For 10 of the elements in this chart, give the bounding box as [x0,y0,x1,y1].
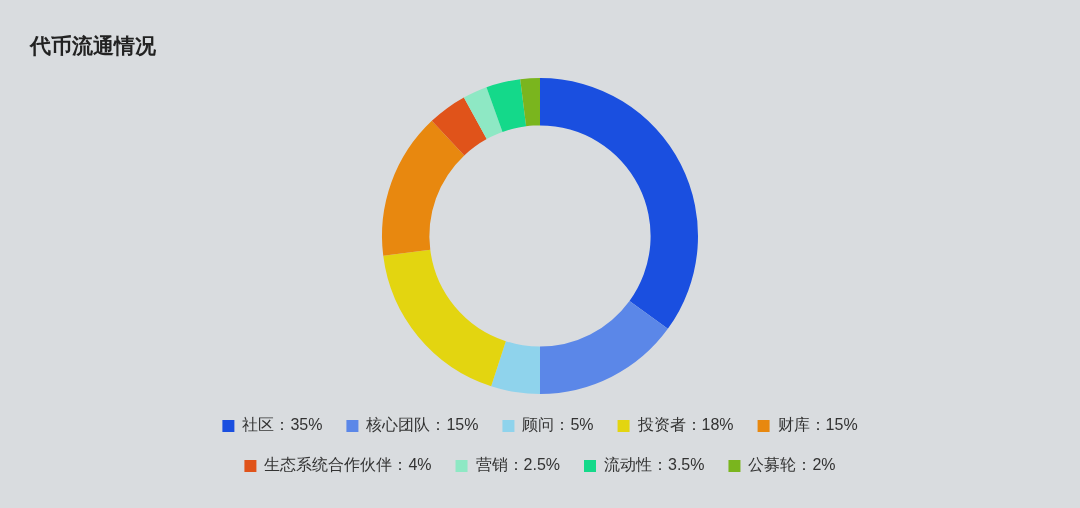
legend-label: 社区：35% [242,416,323,434]
legend-label: 顾问：5% [522,416,594,434]
legend-label: 财库：15% [777,416,858,434]
legend-label: 核心团队：15% [365,416,479,434]
chart-title: 代币流通情况 [30,33,156,59]
legend-label: 生态系统合作伙伴：4% [264,456,432,474]
legend-label: 营销：2.5% [475,456,560,474]
legend-label: 流动性：3.5% [604,456,705,474]
legend-label: 公募轮：2% [748,456,836,474]
legend-label: 投资者：18% [636,416,734,434]
